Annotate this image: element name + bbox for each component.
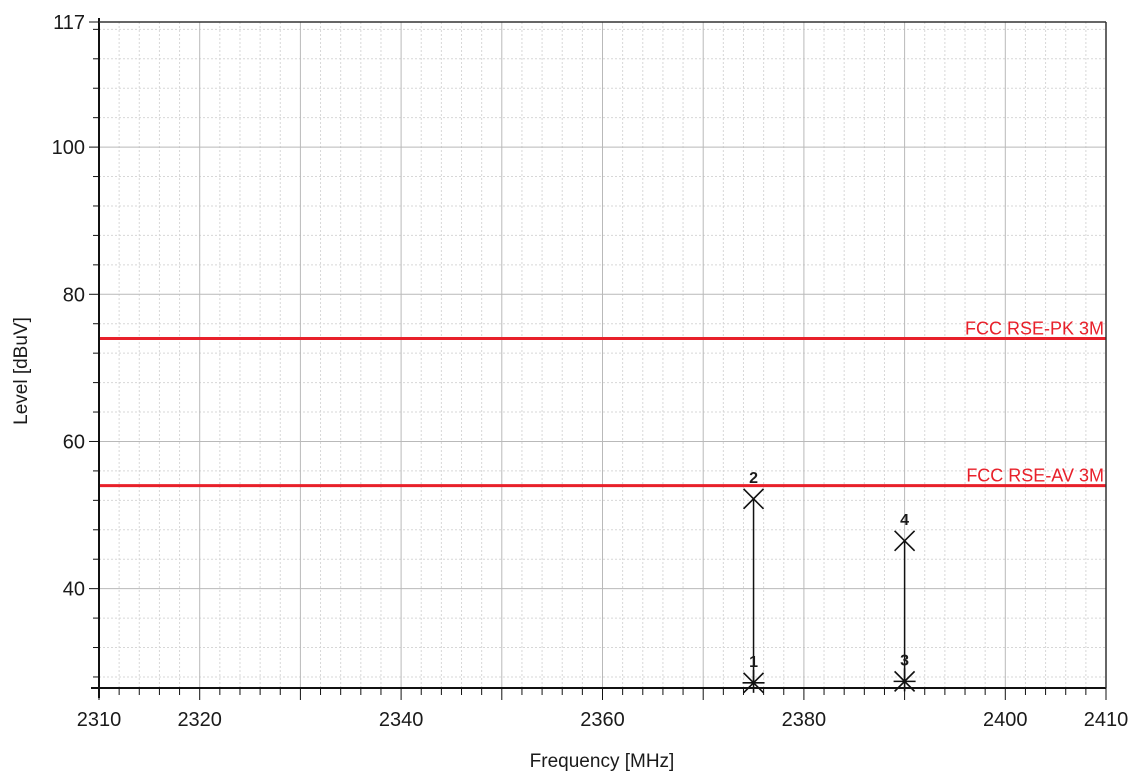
plot-axes [91, 18, 1107, 698]
marker-stroke [894, 530, 916, 552]
x-tick-label: 2320 [177, 709, 222, 731]
marker-4: 4 [894, 512, 916, 552]
markers: 1 2 3 4 [742, 470, 916, 694]
x-tick-label: 2360 [580, 709, 625, 731]
x-tick-label: 2380 [782, 709, 827, 731]
marker-3: 3 [893, 652, 916, 692]
x-tick-label: 2340 [379, 709, 424, 731]
marker-stroke [742, 488, 765, 510]
x-tick-label: 2410 [1084, 709, 1129, 731]
tick-marks [89, 21, 1107, 700]
major-grid [98, 22, 1107, 688]
y-tick-label: 60 [63, 431, 85, 453]
marker-2: 2 [742, 470, 765, 510]
minor-grid [99, 22, 1106, 688]
marker-label: 4 [900, 512, 909, 529]
tick-labels: 2310 2320 2340 2360 2380 2400 2410 40 60 80 100 117 [52, 12, 1129, 731]
y-tick-label: 100 [52, 137, 85, 159]
marker-label: 3 [900, 652, 909, 669]
x-axis-title: Frequency [MHz] [530, 751, 675, 772]
y-tick-label: 40 [63, 579, 85, 601]
limit-line-label: FCC RSE-AV 3M [966, 466, 1104, 486]
limit-lines: FCC RSE-PK 3M FCC RSE-AV 3M [99, 318, 1106, 488]
marker-label: 1 [749, 654, 758, 671]
marker-stems [752, 498, 906, 683]
y-tick-label: 80 [63, 284, 85, 306]
x-tick-label: 2400 [983, 709, 1028, 731]
x-tick-label: 2310 [77, 709, 122, 731]
marker-1: 1 [742, 654, 765, 694]
y-axis-title: Level [dBuV] [11, 317, 32, 425]
y-tick-label: 117 [53, 12, 85, 34]
marker-label: 2 [749, 470, 758, 487]
limit-line-label: FCC RSE-PK 3M [965, 318, 1104, 338]
